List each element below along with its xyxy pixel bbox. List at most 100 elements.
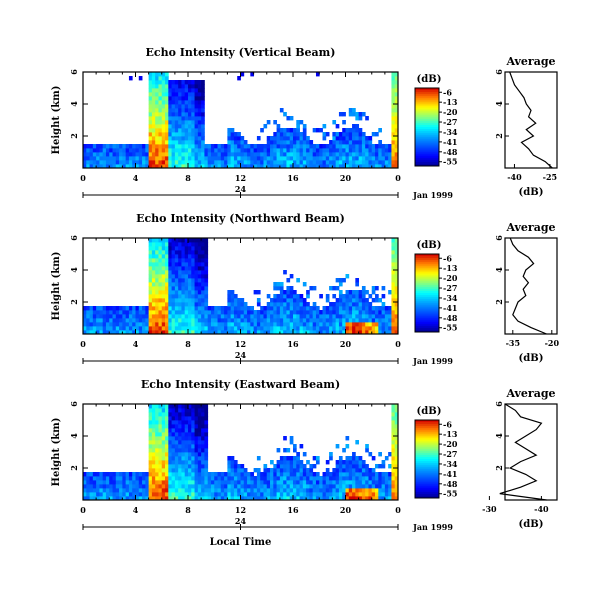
panel2-y-axis-label: Height (km) [51,252,62,321]
panel1-average-x-label: (dB) [519,187,544,198]
panel3-y-axis-label: Height (km) [51,418,62,487]
panel2-x-tick-label: 0 [395,339,401,349]
panel2-colorbar-tick-label: -6 [443,253,452,263]
panel3-colorbar [415,420,439,499]
panel3-date-label: Jan 1999 [412,522,453,532]
panel3-average-frame [504,403,558,501]
panel3-x-tick-label: 16 [287,505,299,515]
panel1-y-tick-label: 2 [69,133,79,139]
panel1-colorbar-tick-label: -27 [443,117,457,127]
panel2-x-tick-label: 4 [133,339,139,349]
panel1-date-axis-label: 24 [235,184,247,194]
panel3-colorbar-tick-label: -41 [443,469,457,479]
panel3-date-axis-label: 24 [235,516,247,526]
panel1-average-y-tick-label: 4 [494,101,504,107]
panel2-y-tick-label: 4 [69,267,79,273]
panel1-average-x-tick-label: -40 [507,172,522,182]
panel1-colorbar-tick-label: -13 [443,97,458,107]
panel1-colorbar [415,88,439,167]
panel1-heatmap [83,72,399,169]
panel1-x-tick-label: 4 [133,173,139,183]
panel2-average-x-tick-label: -20 [545,338,560,348]
panel3-average-title: Average [505,387,555,400]
panel1-x-tick-label: 0 [395,173,401,183]
panel3-y-tick-label: 6 [69,401,79,407]
panel2-average-title: Average [505,221,555,234]
panel3-colorbar-tick-label: -48 [443,479,458,489]
panel1-x-tick-label: 16 [287,173,299,183]
panel1-x-tick-label: 20 [340,173,352,183]
panel1-y-tick-label: 6 [69,69,79,75]
panel2-x-tick-label: 12 [235,339,246,349]
panel2-colorbar [415,254,439,333]
panel2-average-x-label: (dB) [519,353,544,364]
panel3-average-y-tick-label: 4 [494,433,504,439]
panel3-colorbar-unit: (dB) [417,406,442,417]
panel2-y-tick-label: 6 [69,235,79,241]
panel3-x-tick-label: 12 [235,505,246,515]
panel3-average-x-label: (dB) [519,519,544,530]
panel2-title: Echo Intensity (Northward Beam) [136,212,345,225]
panel2-colorbar-tick-label: -48 [443,313,458,323]
panel2-colorbar-tick-label: -13 [443,263,458,273]
panel3-average-y-tick-label: 2 [494,465,504,471]
panel1-x-tick-label: 12 [235,173,246,183]
panel3-average-x-tick-label: -30 [482,504,497,514]
panel3-y-tick-label: 4 [69,433,79,439]
panel1-colorbar-tick-label: -6 [443,87,452,97]
panel3-colorbar-tick-label: -34 [443,459,458,469]
panel1-average-y-tick-label: 6 [494,69,504,75]
panel2-y-tick-label: 2 [69,299,79,305]
panel1-y-tick-label: 4 [69,101,79,107]
panel2-colorbar-tick-label: -41 [443,303,457,313]
panel3-x-axis-label: Local Time [210,537,272,548]
panel2-colorbar-frame [414,253,440,333]
panel3-colorbar-tick-label: -27 [443,449,457,459]
panel3-x-tick-label: 4 [133,505,139,515]
panel3-heatmap [83,404,399,501]
panel2-colorbar-tick-label: -20 [443,273,458,283]
panel3-x-tick-label: 20 [340,505,352,515]
panel1-average-frame [504,71,558,169]
panel1-colorbar-tick-label: -20 [443,107,458,117]
panel2-colorbar-tick-label: -55 [443,323,457,333]
panel3-x-tick-label: 0 [80,505,86,515]
panel3-y-tick-label: 2 [69,465,79,471]
panel3-colorbar-tick-label: -13 [443,429,458,439]
panel1-colorbar-tick-label: -55 [443,157,457,167]
panel2-date-label: Jan 1999 [412,356,453,366]
panel2-x-tick-label: 0 [80,339,86,349]
panel1-average-x-tick-label: -25 [543,172,557,182]
panel1-average-profile-line [509,71,553,169]
panel3-colorbar-frame [414,419,440,499]
panel3-x-tick-label: 8 [185,505,191,515]
panel2-date-axis-label: 24 [235,350,247,360]
panel2-heatmap [83,238,399,335]
panel1-x-tick-label: 0 [80,173,86,183]
panel3-average-x-tick-label: -40 [534,504,549,514]
panel1-colorbar-unit: (dB) [417,74,442,85]
panel2-average-frame [504,237,558,335]
panel2-colorbar-tick-label: -34 [443,293,458,303]
panel1-y-axis-label: Height (km) [51,86,62,155]
panel2-x-tick-label: 8 [185,339,191,349]
panel3-title: Echo Intensity (Eastward Beam) [141,378,340,391]
panel2-average-y-tick-label: 6 [494,235,504,241]
panel1-average-title: Average [505,55,555,68]
panel3-x-tick-label: 0 [395,505,401,515]
panel1-x-tick-label: 8 [185,173,191,183]
panel3-colorbar-tick-label: -55 [443,489,457,499]
panel1-colorbar-tick-label: -41 [443,137,457,147]
panel2-average-y-tick-label: 2 [494,299,504,305]
panel2-x-tick-label: 16 [287,339,299,349]
panel2-average-y-tick-label: 4 [494,267,504,273]
panel2-x-tick-label: 20 [340,339,352,349]
panel2-colorbar-unit: (dB) [417,240,442,251]
panel2-colorbar-tick-label: -27 [443,283,457,293]
panel1-average-y-tick-label: 2 [494,133,504,139]
panel1-date-label: Jan 1999 [412,190,453,200]
panel3-average-y-tick-label: 6 [494,401,504,407]
panel1-title: Echo Intensity (Vertical Beam) [145,46,335,59]
panel3-colorbar-tick-label: -6 [443,419,452,429]
